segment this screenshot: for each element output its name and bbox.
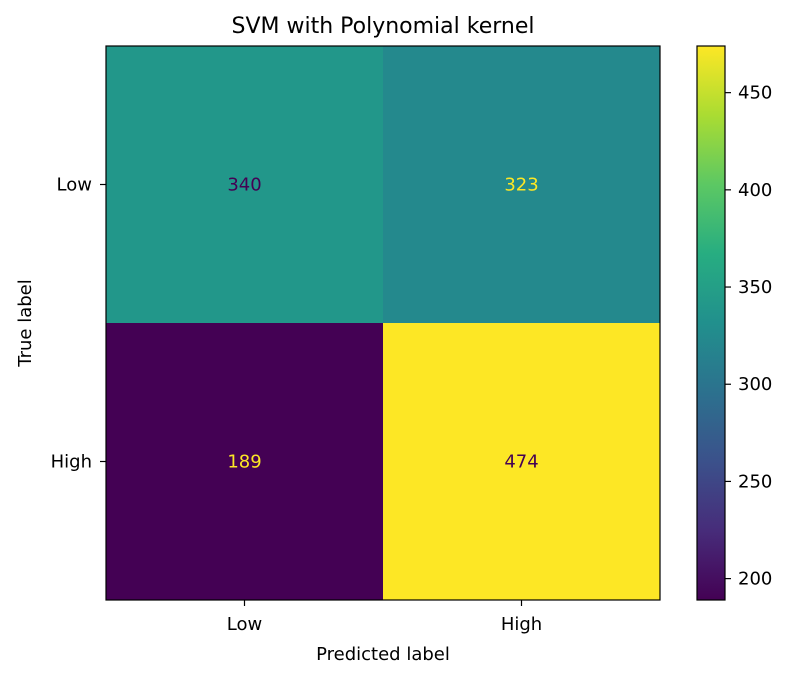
x-tick-label: High — [501, 614, 542, 635]
colorbar-tick-label: 250 — [738, 471, 772, 492]
colorbar-tick-label: 350 — [738, 277, 772, 298]
cell-value-label: 189 — [227, 452, 261, 473]
y-tick-label: High — [51, 452, 92, 473]
colorbar-tick-label: 450 — [738, 83, 772, 104]
colorbar-tick-label: 200 — [738, 569, 772, 590]
colorbar-ticks: 200 250 300 350 400 450 — [725, 83, 772, 590]
x-axis-label: Predicted label — [316, 644, 450, 665]
x-tick-label: Low — [227, 614, 262, 635]
heatmap-cell — [383, 46, 661, 324]
colorbar-tick-label: 300 — [738, 374, 772, 395]
cell-value-label: 474 — [504, 452, 538, 473]
y-axis-label: True label — [15, 279, 36, 368]
chart-title: SVM with Polynomial kernel — [231, 14, 534, 39]
heatmap-cell — [106, 323, 384, 601]
heatmap-cell — [383, 323, 661, 601]
y-tick-label: Low — [57, 175, 92, 196]
plot-frame — [105, 45, 661, 601]
cell-value-label: 323 — [504, 175, 538, 196]
heatmap-cells: 340 323 189 474 — [106, 46, 661, 601]
y-axis-ticks: Low High — [51, 175, 106, 473]
colorbar-tick-label: 400 — [738, 180, 772, 201]
cell-value-label: 340 — [227, 175, 261, 196]
x-axis-ticks: Low High — [227, 600, 542, 635]
heatmap-cell — [106, 46, 384, 324]
colorbar-frame — [696, 45, 726, 601]
colorbar — [697, 46, 725, 600]
